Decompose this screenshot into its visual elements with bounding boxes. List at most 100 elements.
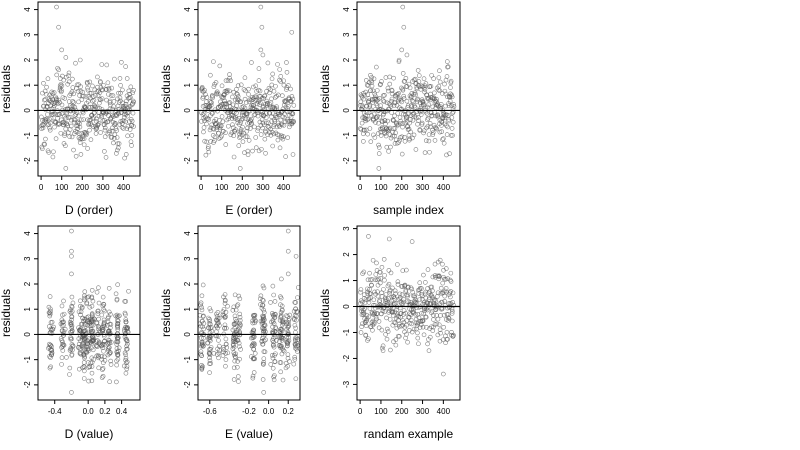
data-point <box>372 135 378 140</box>
data-point <box>119 60 124 65</box>
data-point <box>83 328 88 333</box>
data-point <box>261 96 267 101</box>
data-point <box>208 345 214 350</box>
data-point <box>198 302 203 308</box>
data-point <box>206 149 212 155</box>
data-point <box>366 336 371 342</box>
data-point <box>85 81 90 86</box>
data-point <box>234 87 239 92</box>
data-point <box>370 318 376 324</box>
y-tick-label: 2 <box>23 57 32 62</box>
data-point <box>266 85 272 91</box>
data-point <box>293 325 299 331</box>
data-point <box>237 166 243 171</box>
data-point <box>405 105 410 110</box>
data-point <box>375 97 381 102</box>
data-point <box>412 76 418 82</box>
data-point <box>403 289 409 295</box>
data-point <box>374 260 379 266</box>
data-point <box>106 109 112 114</box>
data-point <box>220 353 226 358</box>
data-point <box>102 341 108 347</box>
data-point <box>430 132 436 137</box>
data-point <box>73 60 78 66</box>
data-point <box>364 104 370 109</box>
data-point <box>416 315 422 320</box>
data-point <box>376 151 382 156</box>
data-point <box>254 101 260 107</box>
data-point <box>207 335 212 341</box>
data-point <box>261 310 267 315</box>
data-point <box>124 126 130 131</box>
data-point <box>388 303 394 308</box>
data-point <box>363 297 369 302</box>
data-point <box>242 75 248 81</box>
data-point <box>426 348 432 353</box>
data-point <box>272 359 278 364</box>
data-point <box>372 107 378 112</box>
data-point <box>272 299 278 304</box>
x-tick-label: 300 <box>416 183 430 192</box>
data-point <box>417 127 423 132</box>
data-point <box>88 104 93 110</box>
data-point <box>359 299 365 305</box>
data-point <box>198 323 204 329</box>
data-point <box>80 136 85 142</box>
data-point <box>365 286 370 292</box>
data-point <box>387 317 393 322</box>
data-point <box>207 370 212 375</box>
data-point <box>366 116 371 122</box>
data-point <box>223 363 228 369</box>
data-point <box>72 105 78 110</box>
data-point <box>71 100 77 105</box>
data-point <box>410 79 415 84</box>
data-point <box>262 93 268 99</box>
data-point <box>271 88 277 94</box>
data-point <box>245 148 251 154</box>
data-point <box>269 76 275 82</box>
data-point <box>223 130 228 135</box>
data-point <box>270 318 276 323</box>
data-point <box>392 93 398 98</box>
data-point <box>442 88 448 94</box>
data-point <box>109 128 115 134</box>
data-point <box>89 378 95 384</box>
data-point <box>66 70 72 76</box>
data-point <box>78 152 84 157</box>
data-point <box>212 138 217 143</box>
data-point <box>398 107 404 112</box>
data-point <box>404 52 410 58</box>
data-point <box>358 99 364 105</box>
data-point <box>436 274 442 279</box>
data-point <box>51 90 57 95</box>
data-point <box>256 78 262 83</box>
data-point <box>369 80 375 85</box>
data-point <box>123 319 129 325</box>
data-point <box>410 117 416 123</box>
data-point <box>448 85 453 90</box>
data-point <box>380 308 386 314</box>
data-point <box>99 356 104 362</box>
data-point <box>376 142 381 148</box>
data-point <box>372 289 377 295</box>
points-group <box>46 228 131 395</box>
data-point <box>222 292 228 297</box>
data-point <box>437 338 443 344</box>
data-point <box>270 283 276 289</box>
data-point <box>259 339 265 344</box>
x-tick-label: 300 <box>416 407 430 416</box>
data-point <box>99 312 105 318</box>
data-point <box>236 143 242 148</box>
data-point <box>208 72 213 78</box>
data-point <box>438 102 444 107</box>
data-point <box>69 336 74 342</box>
data-point <box>286 83 291 88</box>
data-point <box>272 329 278 334</box>
data-point <box>366 300 372 305</box>
data-point <box>267 90 272 96</box>
data-point <box>59 88 64 93</box>
data-point <box>204 121 209 127</box>
data-point <box>70 300 76 306</box>
data-point <box>73 153 79 159</box>
data-point <box>121 126 126 131</box>
